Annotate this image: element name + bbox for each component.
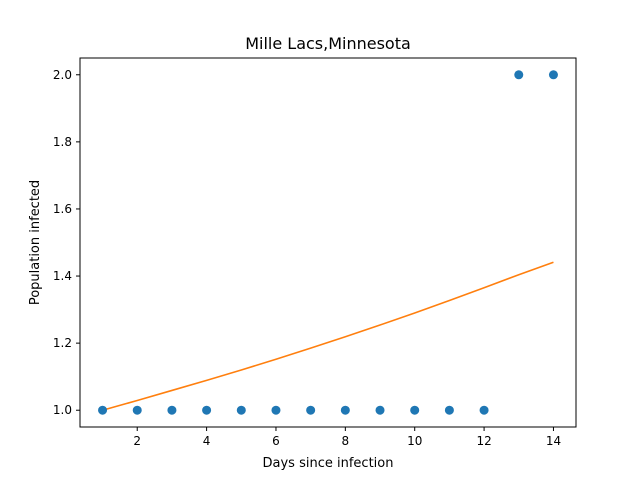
x-axis-label: Days since infection — [263, 456, 394, 471]
x-axis: 2 4 6 8 10 12 14 — [133, 427, 561, 448]
y-axis: 1.0 1.2 1.4 1.6 1.8 2.0 — [53, 68, 80, 417]
data-point — [479, 405, 489, 415]
x-tick-label: 4 — [203, 434, 211, 448]
data-point — [340, 405, 350, 415]
x-tick-label: 2 — [133, 434, 141, 448]
data-point — [271, 405, 281, 415]
axes-frame — [79, 57, 577, 428]
data-point — [444, 405, 454, 415]
y-tick-label: 1.6 — [53, 202, 72, 216]
y-tick-label: 2.0 — [53, 68, 72, 82]
data-point — [548, 70, 558, 80]
data-point — [306, 405, 316, 415]
plot-area — [98, 70, 558, 415]
chart-title: Mille Lacs,Minnesota — [245, 34, 411, 53]
y-tick-label: 1.2 — [53, 336, 72, 350]
data-point — [167, 405, 177, 415]
data-point — [202, 405, 212, 415]
y-tick-label: 1.0 — [53, 403, 72, 417]
x-tick-label: 8 — [342, 434, 350, 448]
x-tick-label: 10 — [407, 434, 422, 448]
x-tick-label: 14 — [546, 434, 561, 448]
y-tick-label: 1.4 — [53, 269, 72, 283]
y-axis-label: Population infected — [28, 180, 43, 305]
y-tick-label: 1.8 — [53, 135, 72, 149]
data-point — [132, 405, 142, 415]
data-point — [514, 70, 524, 80]
x-tick-label: 12 — [476, 434, 491, 448]
x-tick-label: 6 — [272, 434, 280, 448]
data-point — [375, 405, 385, 415]
data-point — [236, 405, 246, 415]
fit-line — [102, 261, 554, 412]
data-point — [98, 405, 108, 415]
data-point — [410, 405, 420, 415]
